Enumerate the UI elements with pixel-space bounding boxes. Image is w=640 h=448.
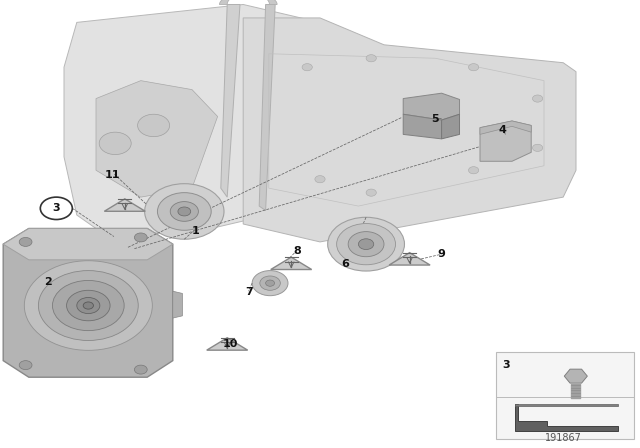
Polygon shape bbox=[207, 338, 248, 350]
Polygon shape bbox=[564, 369, 588, 383]
Polygon shape bbox=[173, 291, 182, 318]
Polygon shape bbox=[104, 199, 145, 211]
Circle shape bbox=[266, 280, 275, 286]
Circle shape bbox=[468, 64, 479, 71]
Circle shape bbox=[145, 184, 224, 239]
Polygon shape bbox=[389, 253, 430, 265]
Circle shape bbox=[252, 271, 288, 296]
Polygon shape bbox=[271, 257, 312, 270]
Circle shape bbox=[328, 217, 404, 271]
Circle shape bbox=[468, 167, 479, 174]
Circle shape bbox=[302, 64, 312, 71]
Polygon shape bbox=[3, 228, 173, 260]
Circle shape bbox=[67, 290, 110, 321]
Text: 9: 9 bbox=[438, 249, 445, 258]
Polygon shape bbox=[403, 93, 460, 120]
Polygon shape bbox=[220, 0, 277, 4]
Text: 1: 1 bbox=[191, 226, 199, 236]
Circle shape bbox=[19, 361, 32, 370]
Text: 4: 4 bbox=[499, 125, 506, 135]
Polygon shape bbox=[64, 4, 333, 233]
Circle shape bbox=[138, 114, 170, 137]
Circle shape bbox=[366, 189, 376, 196]
Polygon shape bbox=[515, 404, 618, 431]
Circle shape bbox=[40, 197, 72, 220]
Polygon shape bbox=[442, 114, 460, 139]
Circle shape bbox=[532, 144, 543, 151]
Circle shape bbox=[337, 224, 396, 265]
Circle shape bbox=[532, 95, 543, 102]
Circle shape bbox=[178, 207, 191, 216]
Text: 2: 2 bbox=[44, 277, 52, 287]
Circle shape bbox=[170, 202, 198, 221]
Text: 5: 5 bbox=[431, 114, 439, 124]
Text: 8: 8 bbox=[293, 246, 301, 256]
Circle shape bbox=[24, 261, 152, 350]
Polygon shape bbox=[480, 121, 531, 161]
Circle shape bbox=[260, 276, 280, 290]
Circle shape bbox=[366, 55, 376, 62]
Circle shape bbox=[83, 302, 93, 309]
Circle shape bbox=[358, 239, 374, 250]
Polygon shape bbox=[96, 81, 218, 197]
Circle shape bbox=[348, 232, 384, 257]
Circle shape bbox=[19, 237, 32, 246]
Polygon shape bbox=[515, 404, 618, 406]
Text: 3: 3 bbox=[502, 360, 510, 370]
Circle shape bbox=[99, 132, 131, 155]
Text: 11: 11 bbox=[104, 170, 120, 180]
Text: 191867: 191867 bbox=[545, 433, 582, 443]
Polygon shape bbox=[221, 4, 240, 197]
Circle shape bbox=[38, 271, 138, 340]
Polygon shape bbox=[259, 4, 275, 211]
Text: 10: 10 bbox=[223, 339, 238, 349]
Circle shape bbox=[77, 297, 100, 314]
FancyBboxPatch shape bbox=[496, 352, 634, 439]
Polygon shape bbox=[243, 18, 576, 242]
Circle shape bbox=[157, 193, 211, 230]
Text: 7: 7 bbox=[246, 287, 253, 297]
Polygon shape bbox=[3, 228, 173, 377]
Circle shape bbox=[315, 176, 325, 183]
Polygon shape bbox=[403, 114, 442, 139]
Circle shape bbox=[52, 280, 124, 331]
Text: 3: 3 bbox=[52, 203, 60, 213]
Circle shape bbox=[134, 365, 147, 374]
Polygon shape bbox=[480, 121, 531, 134]
Text: 6: 6 bbox=[342, 259, 349, 269]
Circle shape bbox=[134, 233, 147, 242]
